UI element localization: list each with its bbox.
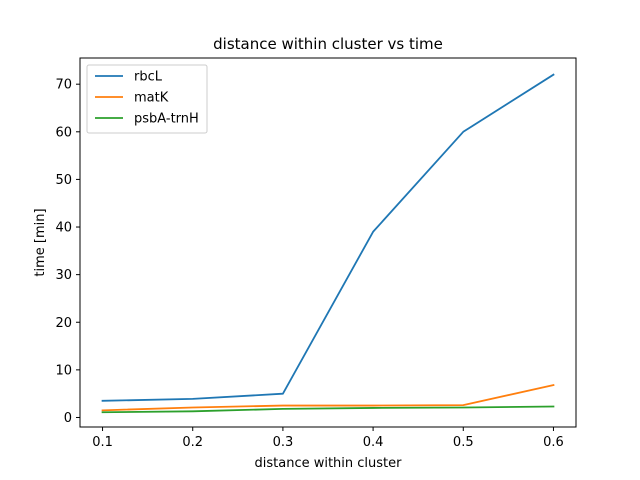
x-axis-ticks: 0.1 0.2 0.3 0.4 0.5 0.6 — [92, 427, 564, 450]
x-tick-label: 0.6 — [543, 435, 564, 450]
y-axis-ticks: 0 10 20 30 40 50 60 70 — [55, 78, 80, 426]
y-tick-label: 30 — [55, 268, 72, 283]
y-tick-label: 10 — [55, 363, 72, 378]
y-tick-label: 70 — [55, 78, 72, 93]
y-tick-label: 0 — [64, 411, 72, 426]
series-layer — [101, 73, 555, 414]
series-line-matk — [101, 384, 555, 412]
y-tick-label: 50 — [55, 173, 72, 188]
x-tick-label: 0.2 — [182, 435, 203, 450]
legend-label: psbA-trnH — [134, 112, 199, 127]
y-tick-label: 20 — [55, 316, 72, 331]
x-tick-label: 0.3 — [273, 435, 294, 450]
x-tick-label: 0.1 — [92, 435, 113, 450]
plot-frame — [79, 57, 577, 428]
series-line-psba-trnh — [101, 405, 555, 414]
legend-label: matK — [134, 91, 169, 106]
y-tick-label: 60 — [55, 125, 72, 140]
legend-label: rbcL — [134, 70, 163, 85]
chart-title: distance within cluster vs time — [213, 35, 443, 53]
y-tick-label: 40 — [55, 221, 72, 236]
legend-box — [86, 64, 208, 134]
x-tick-label: 0.5 — [453, 435, 474, 450]
x-tick-label: 0.4 — [363, 435, 384, 450]
legend: rbcL matK psbA-trnH — [86, 64, 208, 134]
series-line-rbcl — [101, 73, 555, 402]
x-axis-label: distance within cluster — [255, 456, 403, 471]
y-axis-label: time [min] — [33, 208, 48, 276]
